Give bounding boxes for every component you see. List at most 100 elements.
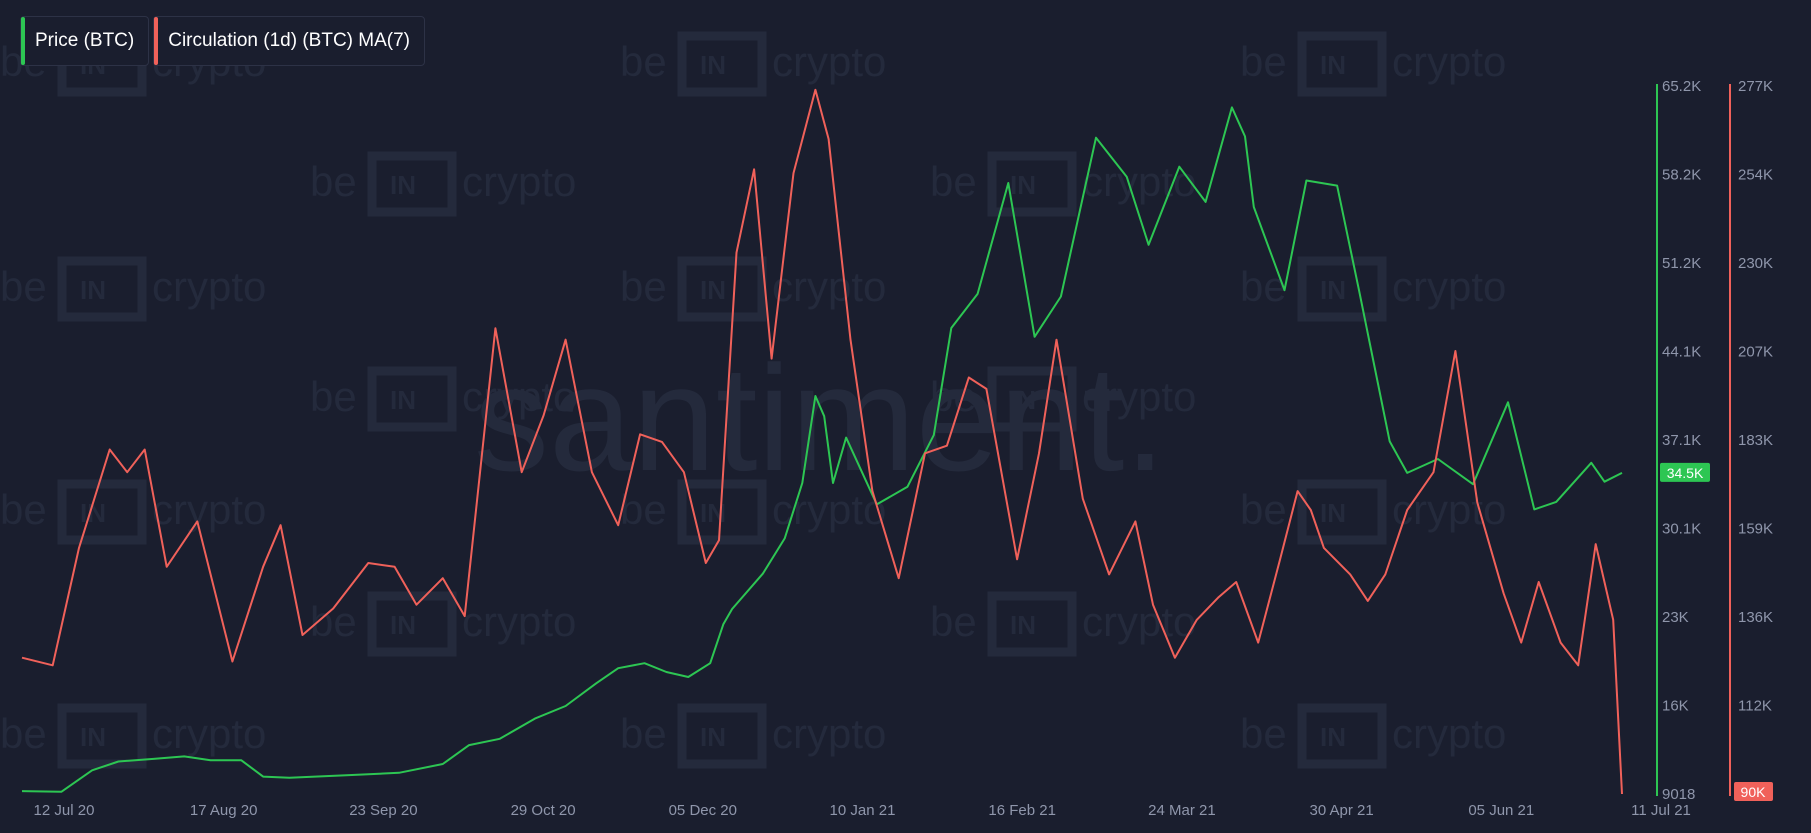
watermark-text: crypto (152, 486, 266, 533)
watermark-text: crypto (462, 373, 576, 420)
watermark-text: IN (700, 50, 726, 80)
watermark-bracket (677, 31, 767, 97)
watermark-text: be (0, 263, 47, 310)
watermark-text: IN (700, 722, 726, 752)
price-axis-tick: 37.1K (1662, 432, 1701, 449)
x-axis-tick: 05 Dec 20 (669, 802, 737, 819)
watermark-bracket (987, 151, 1077, 217)
watermark-bracket (1297, 256, 1387, 322)
watermark-text: IN (80, 722, 106, 752)
watermark-text: IN (390, 170, 416, 200)
price-axis-tick: 44.1K (1662, 344, 1701, 361)
watermark-text: IN (700, 275, 726, 305)
x-axis-tick: 23 Sep 20 (349, 802, 417, 819)
watermark-logo: be IN crypto (0, 703, 266, 769)
watermark-text: crypto (1392, 263, 1506, 310)
watermark-text: IN (390, 385, 416, 415)
watermark-text: crypto (462, 158, 576, 205)
legend-item-price[interactable]: Price (BTC) (20, 16, 150, 66)
watermark-text: IN (1320, 50, 1346, 80)
watermark-text: IN (1320, 722, 1346, 752)
watermark-text: crypto (772, 263, 886, 310)
watermark-text: be (930, 598, 977, 645)
x-axis-tick: 17 Aug 20 (190, 802, 258, 819)
x-axis-tick: 16 Feb 21 (988, 802, 1056, 819)
x-axis-tick: 29 Oct 20 (511, 802, 576, 819)
axes-layer: 65.2K 58.2K 51.2K 44.1K 37.1K 30.1K 23K 16K 9018… (34, 78, 1773, 819)
watermark-bracket (57, 479, 147, 545)
watermark-text: crypto (462, 598, 576, 645)
watermark-text: be (0, 710, 47, 757)
watermark-bracket (987, 591, 1077, 657)
watermark-logo: be IN crypto (620, 703, 886, 769)
watermark-text: crypto (152, 263, 266, 310)
legend: Price (BTC) Circulation (1d) (BTC) MA(7) (20, 16, 425, 66)
circulation-axis-tick: 136K (1738, 609, 1773, 626)
watermark-logo: be IN crypto (310, 366, 576, 432)
price-line (21, 106, 1623, 793)
watermark-text: IN (390, 610, 416, 640)
watermark-text: be (620, 263, 667, 310)
watermark-bracket (987, 366, 1077, 432)
x-axis-tick: 10 Jan 21 (830, 802, 896, 819)
circulation-axis-tick: 207K (1738, 344, 1773, 361)
watermark-text: be (1240, 710, 1287, 757)
legend-label-price: Price (BTC) (35, 30, 135, 51)
price-axis-tick: 30.1K (1662, 521, 1701, 538)
watermark-logo: be IN crypto (1240, 256, 1506, 322)
price-axis-tick: 51.2K (1662, 255, 1701, 272)
legend-swatch-price (21, 17, 25, 65)
watermark-text: crypto (1392, 38, 1506, 85)
circulation-axis-tick: 112K (1738, 698, 1772, 715)
watermark-text: IN (1010, 170, 1036, 200)
watermark-text: be (1240, 486, 1287, 533)
price-axis-tick: 65.2K (1662, 78, 1701, 95)
watermark-bracket (57, 703, 147, 769)
watermark-text: crypto (152, 710, 266, 757)
price-axis-tick: 58.2K (1662, 167, 1701, 184)
x-axis-tick: 05 Jun 21 (1468, 802, 1534, 819)
price-axis-tick: 9018 (1662, 786, 1695, 803)
watermark-text: crypto (772, 486, 886, 533)
watermark-bracket (367, 151, 457, 217)
circulation-current-badge (1734, 782, 1773, 801)
watermark-text: IN (1010, 610, 1036, 640)
watermark-text: IN (80, 275, 106, 305)
watermark-text: crypto (1082, 158, 1196, 205)
legend-swatch-circulation (154, 17, 159, 65)
watermark-text: IN (1320, 275, 1346, 305)
watermark-text: be (1240, 263, 1287, 310)
watermark-text: be (620, 710, 667, 757)
watermark-bracket (57, 256, 147, 322)
watermark-logo: be IN crypto (620, 31, 886, 97)
watermark-logo: be IN crypto (1240, 703, 1506, 769)
x-axis-tick: 11 Jul 21 (1631, 802, 1691, 819)
price-current-value: 34.5K (1667, 465, 1704, 481)
watermark-bracket (1297, 703, 1387, 769)
legend-item-circulation[interactable]: Circulation (1d) (BTC) MA(7) (153, 16, 425, 66)
watermark-bracket (677, 256, 767, 322)
watermark-text: crypto (772, 38, 886, 85)
watermark-text: crypto (1392, 710, 1506, 757)
price-axis-tick: 23K (1662, 609, 1689, 626)
watermark-text: be (0, 486, 47, 533)
price-axis-tick: 16K (1662, 698, 1689, 715)
watermark-bracket (1297, 31, 1387, 97)
legend-label-circulation: Circulation (1d) (BTC) MA(7) (168, 30, 410, 51)
watermark-text: be (310, 373, 357, 420)
circulation-axis-tick: 254K (1738, 167, 1773, 184)
watermark-text: be (620, 38, 667, 85)
watermark-text: crypto (772, 710, 886, 757)
watermark-text: IN (1010, 385, 1036, 415)
series-layer (21, 88, 1623, 795)
watermark-bracket (677, 703, 767, 769)
circulation-line (21, 88, 1623, 795)
watermark-logo: be IN crypto (0, 256, 266, 322)
circulation-axis-tick: 183K (1738, 432, 1773, 449)
